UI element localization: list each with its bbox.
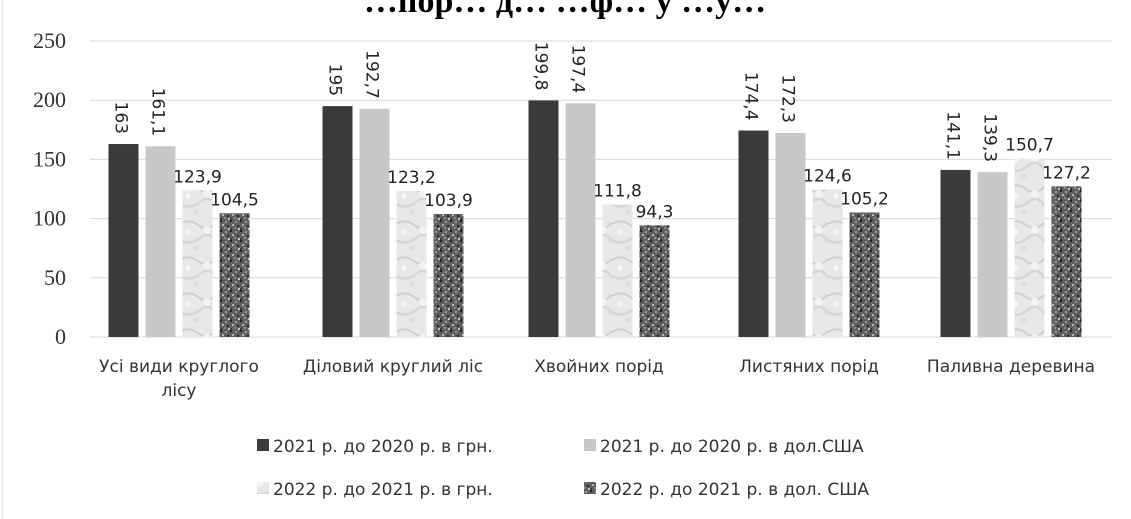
bar <box>528 100 559 337</box>
y-tick-label: 200 <box>33 87 66 112</box>
chart-title: …пор… д… …ф… у …у… <box>364 0 766 20</box>
bar <box>1051 186 1082 337</box>
data-label: 150,7 <box>1005 136 1054 156</box>
y-tick-label: 0 <box>55 324 66 349</box>
data-label: 103,9 <box>424 191 473 211</box>
bar <box>182 190 213 337</box>
legend-swatch <box>257 439 269 451</box>
y-tick-label: 50 <box>44 265 66 290</box>
data-label: 192,7 <box>362 50 382 99</box>
legend: 2021 р. до 2020 р. в грн. 2021 р. до 2020… <box>257 437 869 500</box>
data-label: 141,1 <box>943 111 963 160</box>
legend-label: 2022 р. до 2021 р. в дол. США <box>600 480 869 500</box>
data-label: 123,9 <box>173 167 222 187</box>
x-category-label: Діловий круглий ліс <box>303 357 483 377</box>
bar <box>219 213 250 337</box>
x-category-label: Хвойних порід <box>534 357 664 377</box>
x-category-label: Паливна деревина <box>927 357 1095 377</box>
data-label: 104,5 <box>210 190 259 210</box>
legend-swatch <box>584 482 596 494</box>
bar <box>775 132 806 337</box>
data-label: 111,8 <box>593 182 642 202</box>
gridlines <box>90 40 1112 338</box>
bar <box>108 144 139 337</box>
bar <box>359 108 390 337</box>
bar <box>565 103 596 337</box>
bar <box>145 146 176 337</box>
bar <box>639 225 670 337</box>
bars <box>108 100 1082 338</box>
data-label: 197,4 <box>568 45 588 94</box>
y-tick-label: 250 <box>33 28 66 53</box>
bar <box>940 169 971 337</box>
data-label: 139,3 <box>980 113 1000 162</box>
data-label: 163 <box>111 102 131 134</box>
data-label: 195 <box>325 64 345 96</box>
data-labels: 163 195 199,8 174,4 141,1 161,1 192,7 197,4 172,… <box>111 42 1091 223</box>
legend-swatch <box>257 482 269 494</box>
bar <box>602 204 633 337</box>
y-tick-label: 100 <box>33 206 66 231</box>
bar <box>738 130 769 337</box>
legend-label: 2021 р. до 2020 р. в грн. <box>273 437 493 457</box>
legend-label: 2022 р. до 2021 р. в грн. <box>273 480 493 500</box>
bar <box>322 106 353 338</box>
data-label: 94,3 <box>636 202 674 222</box>
legend-swatch <box>584 439 596 451</box>
bar <box>433 213 464 337</box>
legend-label: 2021 р. до 2020 р. в дол.США <box>600 437 864 457</box>
data-label: 127,2 <box>1042 163 1091 183</box>
bar <box>849 212 880 337</box>
bar <box>812 189 843 337</box>
x-category-label: лісу <box>162 381 197 401</box>
data-label: 123,2 <box>387 168 436 188</box>
bar <box>396 191 427 337</box>
bar <box>977 172 1008 337</box>
data-label: 199,8 <box>531 42 551 91</box>
data-label: 174,4 <box>741 72 761 121</box>
data-label: 124,6 <box>803 166 852 186</box>
x-category-label: Усі види круглого <box>99 357 259 377</box>
data-label: 172,3 <box>778 74 798 123</box>
data-label: 161,1 <box>148 88 168 137</box>
bar <box>1014 158 1045 337</box>
y-tick-label: 150 <box>33 146 66 171</box>
x-category-label: Листяних порід <box>739 357 879 377</box>
y-axis-ticks: 0 50 100 150 200 250 <box>33 28 66 349</box>
x-axis-categories: Усі види круглого лісу Діловий круглий ліс… <box>99 357 1095 401</box>
data-label: 105,2 <box>840 189 889 209</box>
